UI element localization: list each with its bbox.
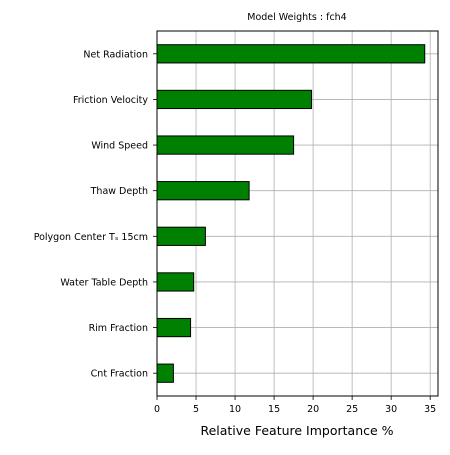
x-tick-label: 20 <box>307 404 319 415</box>
x-axis-ticks: 0 5 10 15 20 25 30 35 <box>153 53 436 415</box>
category-labels: Net Radiation Friction Velocity Wind Speed… <box>34 49 149 379</box>
x-axis-label: Relative Feature Importance % <box>200 423 393 438</box>
category-label: Wind Speed <box>91 141 148 152</box>
bar <box>156 363 174 383</box>
grid-lines <box>156 31 438 396</box>
category-label: Cnt Fraction <box>91 369 148 380</box>
x-tick-label: 35 <box>424 404 436 415</box>
x-tick-label: 30 <box>385 404 397 415</box>
x-tick-label: 0 <box>154 404 160 415</box>
bar <box>156 89 313 110</box>
category-label: Net Radiation <box>83 49 148 60</box>
x-tick-label: 10 <box>229 404 241 415</box>
bar <box>156 272 195 292</box>
category-label: Thaw Depth <box>90 186 148 197</box>
category-label: Polygon Center Tₛ 15cm <box>34 232 148 243</box>
x-tick-label: 5 <box>193 404 199 415</box>
chart-title: Model Weights : fch4 <box>247 12 346 23</box>
bar <box>156 181 250 201</box>
bar <box>156 135 295 155</box>
bar <box>156 44 426 64</box>
category-label: Friction Velocity <box>73 95 148 106</box>
category-label: Rim Fraction <box>89 323 148 334</box>
x-tick-label: 15 <box>268 404 280 415</box>
plot-frame <box>156 30 439 397</box>
bar <box>156 226 206 246</box>
category-label: Water Table Depth <box>60 277 148 288</box>
bar <box>156 317 192 338</box>
x-tick-label: 25 <box>346 404 358 415</box>
bars <box>156 44 426 383</box>
